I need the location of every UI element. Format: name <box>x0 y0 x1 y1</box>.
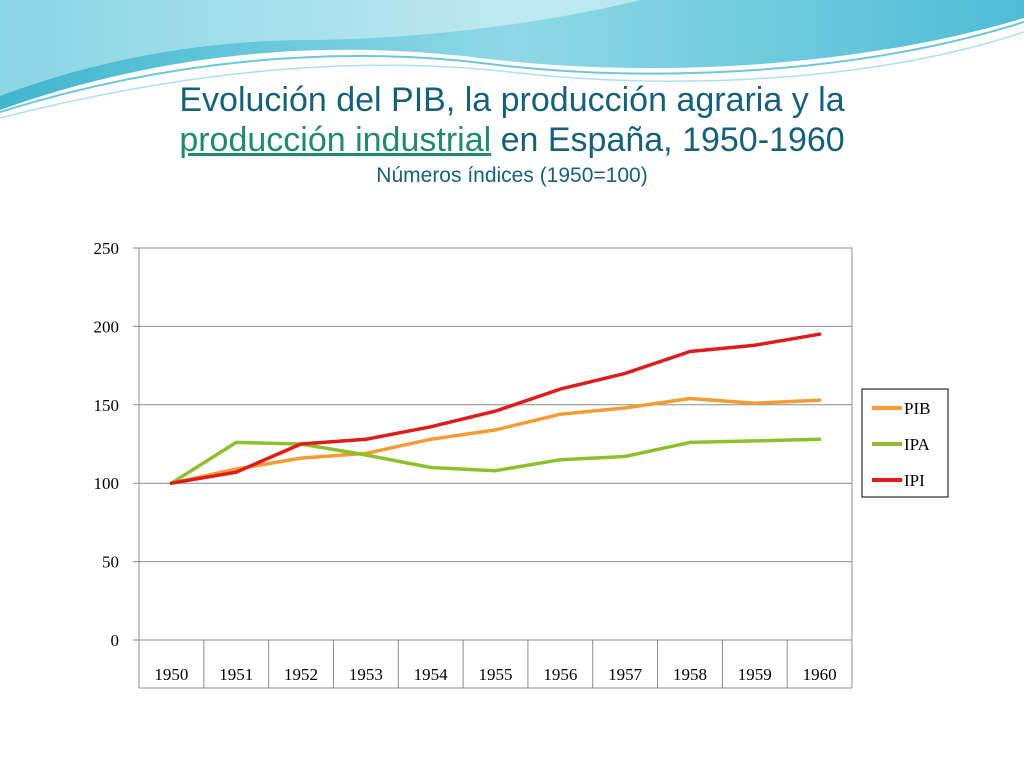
y-tick-label: 0 <box>111 631 120 650</box>
y-tick-label: 250 <box>94 239 120 258</box>
legend-label-ipi: IPI <box>904 471 925 490</box>
slide-title-line-2: producción industrial en España, 1950-19… <box>0 120 1024 160</box>
series-line-ipa <box>169 437 822 485</box>
x-tick-label: 1950 <box>154 665 188 684</box>
y-tick-label: 100 <box>94 474 120 493</box>
y-tick-label: 200 <box>94 317 120 336</box>
x-tick-label: 1958 <box>673 665 707 684</box>
x-tick-label: 1960 <box>803 665 837 684</box>
y-tick-label: 150 <box>94 396 120 415</box>
x-tick-label: 1957 <box>608 665 643 684</box>
x-tick-label: 1955 <box>479 665 513 684</box>
legend-label-ipa: IPA <box>904 435 931 454</box>
series-lines <box>169 332 822 485</box>
series-line-pib <box>169 396 822 485</box>
x-tick-label: 1952 <box>284 665 318 684</box>
axes: 0 50 100 150 200 250 1950 1951 1952 1953 1954 1955 1… <box>94 239 853 689</box>
industrial-production-link[interactable]: producción industrial <box>179 121 492 159</box>
x-tick-label: 1956 <box>543 665 577 684</box>
slide-title-suffix: en España, 1950-1960 <box>491 121 845 159</box>
slide-title-line-1: Evolución del PIB, la producción agraria… <box>179 81 845 119</box>
slide-title-block: Evolución del PIB, la producción agraria… <box>0 80 1024 190</box>
x-tick-label: 1959 <box>738 665 772 684</box>
header-wave-decoration <box>0 0 1024 119</box>
x-tick-label: 1953 <box>349 665 383 684</box>
y-tick-label: 50 <box>102 553 119 572</box>
series-line-ipi <box>169 332 822 485</box>
x-tick-label: 1951 <box>219 665 253 684</box>
legend: PIB IPA IPI <box>861 388 949 498</box>
x-tick-label: 1954 <box>414 665 449 684</box>
slide-subtitle: Números índices (1950=100) <box>376 164 648 187</box>
plot-area <box>138 247 853 641</box>
legend-label-pib: PIB <box>904 399 930 418</box>
